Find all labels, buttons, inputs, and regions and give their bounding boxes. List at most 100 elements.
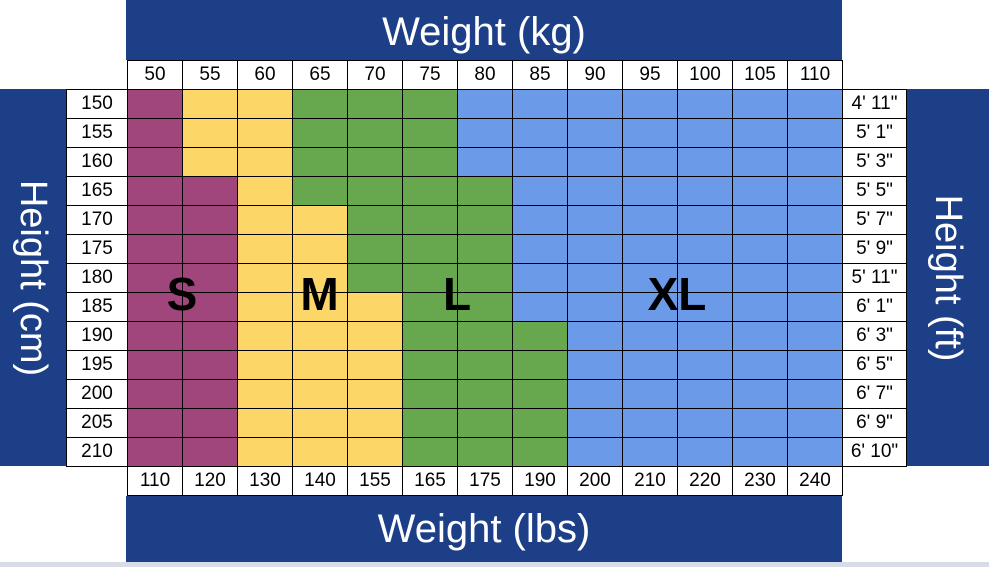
size-cell bbox=[677, 321, 733, 351]
size-cell bbox=[347, 263, 403, 293]
size-cell bbox=[512, 205, 568, 235]
size-cell bbox=[292, 408, 348, 438]
size-cell bbox=[182, 118, 238, 148]
size-cell bbox=[732, 408, 788, 438]
x-tick-lbs: 140 bbox=[292, 466, 348, 496]
size-cell bbox=[567, 118, 623, 148]
size-cell bbox=[622, 437, 678, 467]
size-cell bbox=[237, 292, 293, 322]
size-cell bbox=[182, 234, 238, 264]
size-cell bbox=[127, 118, 183, 148]
y-tick-ft: 6' 1" bbox=[842, 292, 907, 322]
size-cell bbox=[677, 89, 733, 119]
y-tick-ft: 5' 9" bbox=[842, 234, 907, 264]
y-tick-cm: 200 bbox=[66, 379, 128, 409]
size-cell bbox=[677, 350, 733, 380]
size-cell bbox=[127, 147, 183, 177]
size-cell bbox=[237, 147, 293, 177]
size-cell bbox=[677, 292, 733, 322]
size-cell bbox=[677, 379, 733, 409]
size-cell bbox=[402, 205, 458, 235]
weight-lbs-title: Weight (lbs) bbox=[377, 507, 591, 551]
size-cell bbox=[182, 147, 238, 177]
size-cell bbox=[512, 379, 568, 409]
size-cell bbox=[732, 321, 788, 351]
size-label-xl: XL bbox=[647, 268, 707, 320]
size-cell bbox=[732, 176, 788, 206]
x-tick-kg: 60 bbox=[237, 60, 293, 90]
x-tick-lbs: 200 bbox=[567, 466, 623, 496]
size-cell bbox=[787, 379, 843, 409]
x-tick-kg: 70 bbox=[347, 60, 403, 90]
size-cell bbox=[622, 234, 678, 264]
size-cell bbox=[347, 321, 403, 351]
size-cell bbox=[567, 234, 623, 264]
x-tick-lbs: 190 bbox=[512, 466, 568, 496]
y-tick-cm: 165 bbox=[66, 176, 128, 206]
size-cell bbox=[787, 234, 843, 264]
size-cell bbox=[457, 205, 513, 235]
size-cell bbox=[567, 263, 623, 293]
size-cell bbox=[512, 118, 568, 148]
size-cell bbox=[732, 350, 788, 380]
size-cell bbox=[512, 321, 568, 351]
top-title-band: Weight (kg) bbox=[126, 0, 842, 60]
size-cell bbox=[787, 292, 843, 322]
x-tick-kg: 90 bbox=[567, 60, 623, 90]
y-tick-cm: 185 bbox=[66, 292, 128, 322]
size-cell bbox=[787, 350, 843, 380]
size-cell bbox=[622, 408, 678, 438]
size-cell bbox=[622, 89, 678, 119]
x-tick-kg: 65 bbox=[292, 60, 348, 90]
size-cell bbox=[402, 89, 458, 119]
size-cell bbox=[677, 176, 733, 206]
size-cell bbox=[402, 321, 458, 351]
size-cell bbox=[732, 118, 788, 148]
x-tick-kg: 110 bbox=[787, 60, 843, 90]
size-cell bbox=[622, 379, 678, 409]
size-cell bbox=[512, 263, 568, 293]
y-tick-ft: 4' 11" bbox=[842, 89, 907, 119]
size-cell bbox=[457, 147, 513, 177]
size-cell bbox=[732, 89, 788, 119]
size-cell bbox=[732, 379, 788, 409]
size-cell bbox=[567, 379, 623, 409]
x-tick-kg: 55 bbox=[182, 60, 238, 90]
size-cell bbox=[622, 118, 678, 148]
size-cell bbox=[567, 176, 623, 206]
x-tick-lbs: 175 bbox=[457, 466, 513, 496]
y-tick-cm: 170 bbox=[66, 205, 128, 235]
y-tick-cm: 160 bbox=[66, 147, 128, 177]
size-cell bbox=[237, 176, 293, 206]
x-tick-lbs: 120 bbox=[182, 466, 238, 496]
size-cell bbox=[347, 234, 403, 264]
size-cell bbox=[182, 437, 238, 467]
size-cell bbox=[787, 89, 843, 119]
size-cell bbox=[127, 437, 183, 467]
x-tick-lbs: 110 bbox=[127, 466, 183, 496]
size-cell bbox=[512, 89, 568, 119]
bottom-divider bbox=[0, 562, 989, 567]
size-cell bbox=[567, 205, 623, 235]
y-tick-cm: 155 bbox=[66, 118, 128, 148]
size-cell bbox=[402, 379, 458, 409]
y-tick-ft: 5' 1" bbox=[842, 118, 907, 148]
size-cell bbox=[182, 379, 238, 409]
size-cell bbox=[677, 437, 733, 467]
y-tick-ft: 6' 3" bbox=[842, 321, 907, 351]
size-cell bbox=[237, 89, 293, 119]
size-cell bbox=[292, 118, 348, 148]
size-cell bbox=[182, 408, 238, 438]
x-tick-lbs: 230 bbox=[732, 466, 788, 496]
y-tick-ft: 5' 3" bbox=[842, 147, 907, 177]
size-cell bbox=[677, 408, 733, 438]
size-cell bbox=[732, 263, 788, 293]
size-cell bbox=[677, 118, 733, 148]
size-cell bbox=[237, 350, 293, 380]
size-label-m: M bbox=[300, 268, 339, 320]
size-cell bbox=[182, 89, 238, 119]
size-cell bbox=[292, 437, 348, 467]
size-cell bbox=[512, 234, 568, 264]
size-cell bbox=[787, 437, 843, 467]
x-tick-lbs: 130 bbox=[237, 466, 293, 496]
